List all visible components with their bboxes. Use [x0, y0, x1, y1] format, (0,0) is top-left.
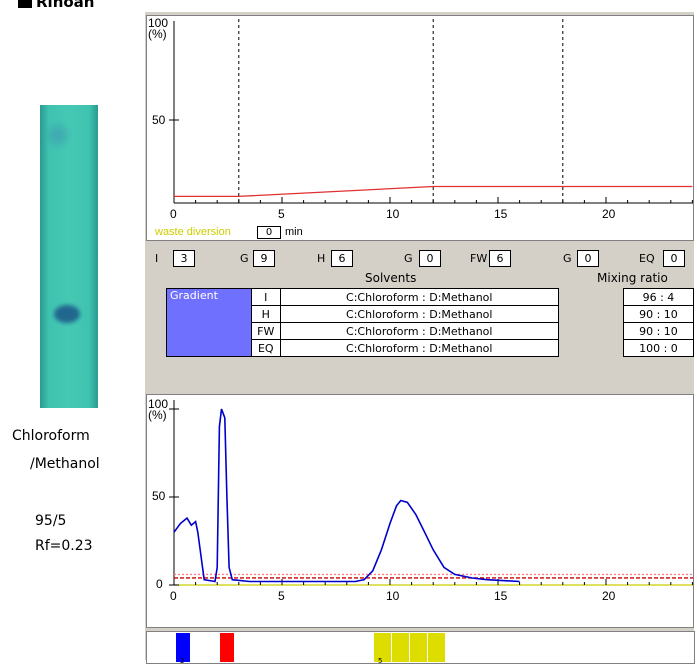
step-cell: EQ	[250, 339, 281, 357]
tlc-faint-spot	[48, 125, 68, 145]
mixing-ratio-header: Mixing ratio	[597, 271, 668, 285]
field-input-i[interactable]: 3	[173, 250, 195, 267]
waste-diversion-label: waste diversion	[155, 226, 231, 238]
field-label-g1: G	[240, 252, 249, 265]
chrom-x-tick-label: 5	[278, 589, 285, 603]
step-cell: I	[250, 288, 281, 306]
fraction-tube[interactable]	[374, 633, 392, 662]
step-fields-row: I 3 G 9 H 6 G 0 FW 6 G 0 EQ 0	[145, 249, 694, 269]
field-input-eq[interactable]: 0	[663, 250, 685, 267]
field-label-eq: EQ	[639, 252, 655, 265]
field-input-g1[interactable]: 9	[253, 250, 275, 267]
chrom-x-tick-label: 10	[386, 589, 400, 603]
chrom-x-tick-label: 15	[494, 589, 508, 603]
gradient-graph-svg	[169, 19, 693, 204]
solvent-label-1: Chloroform	[12, 428, 90, 444]
field-label-g3: G	[563, 252, 572, 265]
fraction-tube[interactable]	[392, 633, 410, 662]
field-label-i: I	[155, 252, 159, 265]
table-row: H C:Chloroform : D:Methanol 90 : 10	[167, 305, 695, 323]
instrument-panel: 100 (%) 50 0 5 10 15 20 waste diversion 0 min…	[145, 12, 695, 660]
chrom-y-tick-label: 0	[156, 577, 163, 591]
top-y-mid-label: 50	[152, 113, 166, 127]
top-x-tick-label: 10	[386, 207, 400, 221]
solvents-header: Solvents	[365, 271, 417, 285]
step-cell: FW	[250, 322, 281, 340]
table-row: Gradient I C:Chloroform : D:Methanol 96 …	[166, 288, 695, 357]
rf-label: Rf=0.23	[35, 538, 93, 554]
field-label-h: H	[317, 252, 326, 265]
field-input-g2[interactable]: 0	[419, 250, 441, 267]
solvent-label-2: /Methanol	[30, 456, 100, 472]
ratio-label: 95/5	[35, 513, 67, 529]
chrom-x-tick-label: 0	[170, 589, 177, 603]
table-gap	[558, 289, 623, 306]
fraction-number-label: 2	[180, 657, 185, 665]
top-x-tick-label: 20	[602, 207, 616, 221]
chromatogram-svg	[169, 400, 693, 586]
field-input-g3[interactable]: 0	[577, 250, 599, 267]
ratio-cell[interactable]: 100 : 0	[622, 339, 695, 357]
fraction-number-label: 5	[378, 657, 383, 665]
chrom-y-tick-label: 50	[152, 489, 166, 503]
gradient-table: Gradient I C:Chloroform : D:Methanol 96 …	[166, 288, 695, 357]
field-label-g2: G	[404, 252, 413, 265]
fraction-tube[interactable]	[176, 633, 190, 662]
field-label-fw: FW	[470, 252, 488, 265]
gradient-graph: 100 (%) 50 0 5 10 15 20 waste diversion 0 min	[146, 15, 694, 241]
fraction-tube[interactable]	[428, 633, 446, 662]
page-heading: Rinoan	[18, 0, 94, 11]
table-gap	[558, 323, 623, 340]
ratio-cell[interactable]: 90 : 10	[622, 305, 695, 323]
chrom-x-tick-label: 20	[602, 589, 616, 603]
table-gap	[558, 306, 623, 323]
tlc-spot	[54, 305, 80, 323]
solvent-cell[interactable]: C:Chloroform : D:Methanol	[279, 322, 559, 340]
ratio-cell[interactable]: 90 : 10	[622, 322, 695, 340]
chrom-y-unit-label: (%)	[148, 408, 167, 422]
top-y-max-label: 100 (%)	[148, 16, 169, 41]
solvent-cell[interactable]: C:Chloroform : D:Methanol	[279, 288, 559, 306]
heading-text: Rinoan	[36, 0, 95, 11]
table-row: EQ C:Chloroform : D:Methanol 100 : 0	[167, 339, 695, 357]
fraction-tube[interactable]	[220, 633, 234, 662]
top-x-tick-label: 5	[278, 207, 285, 221]
chromatogram: 0 5 10 15 20 0 50 100 (%)	[146, 394, 694, 628]
square-bullet-icon	[18, 0, 32, 8]
chrom-y-tick-label: 100	[148, 397, 169, 411]
top-x-tick-label: 15	[494, 207, 508, 221]
waste-diversion-unit: min	[285, 226, 303, 238]
solvent-cell[interactable]: C:Chloroform : D:Methanol	[279, 305, 559, 323]
tlc-plate-image	[40, 105, 98, 408]
table-gap	[558, 340, 623, 357]
table-row: FW C:Chloroform : D:Methanol 90 : 10	[167, 322, 695, 340]
step-cell: H	[250, 305, 281, 323]
top-x-tick-label: 0	[170, 207, 177, 221]
field-input-fw[interactable]: 6	[489, 250, 511, 267]
waste-diversion-input[interactable]: 0	[257, 226, 281, 239]
ratio-cell[interactable]: 96 : 4	[622, 288, 695, 306]
gradient-cell: Gradient	[166, 288, 252, 357]
fraction-tube[interactable]	[410, 633, 428, 662]
field-input-h[interactable]: 6	[331, 250, 353, 267]
solvent-cell[interactable]: C:Chloroform : D:Methanol	[279, 339, 559, 357]
